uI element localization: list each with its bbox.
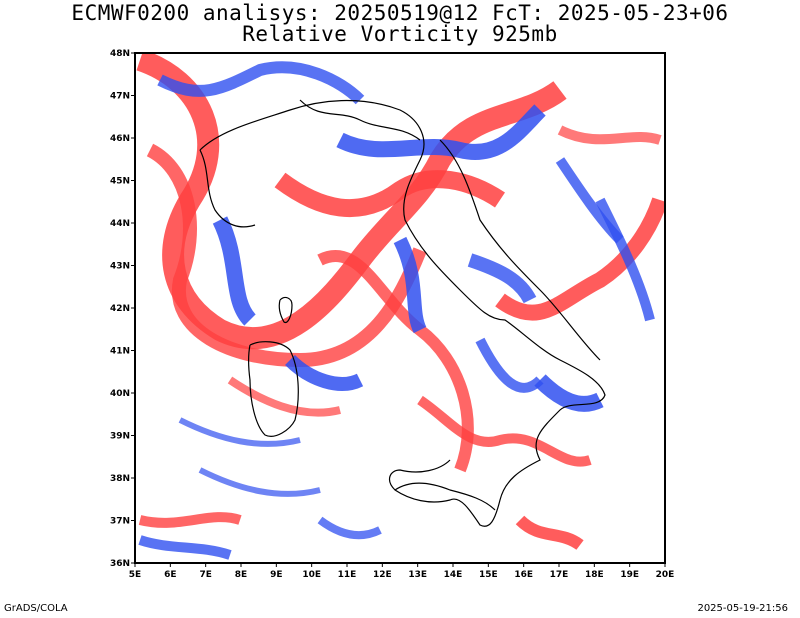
adriatic-coast: [439, 139, 601, 361]
lat-label: 47N: [110, 92, 130, 102]
lon-label: 7E: [199, 570, 211, 580]
lon-label: 14E: [444, 570, 463, 580]
negative-vorticity-contours: [138, 61, 655, 560]
sicily-coast: [394, 482, 496, 511]
latitude-axis: 36N 37N 38N 39N 40N 41N 42N 43N 44N 45N 46N 47N 48N: [110, 49, 135, 569]
lon-label: 10E: [302, 570, 321, 580]
lat-label: 39N: [110, 432, 130, 442]
lat-label: 44N: [110, 219, 130, 229]
lon-label: 18E: [585, 570, 604, 580]
footer-timestamp: 2025-05-19-21:56: [697, 603, 788, 614]
lat-label: 46N: [110, 134, 130, 144]
coastlines: [199, 99, 606, 527]
title-line-1: ECMWF0200 analisys: 20250519@12 FcT: 202…: [71, 1, 729, 25]
lat-label: 36N: [110, 559, 130, 569]
lat-label: 41N: [110, 347, 130, 357]
alpine-border: [299, 99, 421, 141]
lat-label: 38N: [110, 474, 130, 484]
lon-label: 15E: [479, 570, 498, 580]
lat-label: 48N: [110, 49, 130, 59]
longitude-axis: 5E 6E 7E 8E 9E 10E 11E 12E 13E 14E 15E 16E 17E 18E 19E…: [129, 563, 675, 580]
lat-label: 42N: [110, 304, 130, 314]
lat-label: 37N: [110, 517, 130, 527]
lon-label: 11E: [338, 570, 357, 580]
lon-label: 8E: [235, 570, 247, 580]
lon-label: 12E: [373, 570, 392, 580]
lon-label: 16E: [514, 570, 533, 580]
lat-label: 43N: [110, 262, 130, 272]
lon-label: 17E: [550, 570, 569, 580]
footer-credit: GrADS/COLA: [4, 603, 68, 614]
lat-label: 45N: [110, 177, 130, 187]
lon-label: 13E: [408, 570, 427, 580]
lon-label: 6E: [164, 570, 176, 580]
sardinia-coast: [247, 341, 299, 437]
italy-coast: [199, 99, 606, 527]
corsica-coast: [278, 296, 293, 324]
lon-label: 19E: [620, 570, 639, 580]
vorticity-field: [135, 53, 665, 563]
france-border: [199, 149, 256, 228]
lon-label: 9E: [270, 570, 282, 580]
title-line-2: Relative Vorticity 925mb: [242, 22, 558, 46]
lon-label: 5E: [129, 570, 141, 580]
lat-label: 40N: [110, 389, 130, 399]
lon-label: 20E: [656, 570, 675, 580]
